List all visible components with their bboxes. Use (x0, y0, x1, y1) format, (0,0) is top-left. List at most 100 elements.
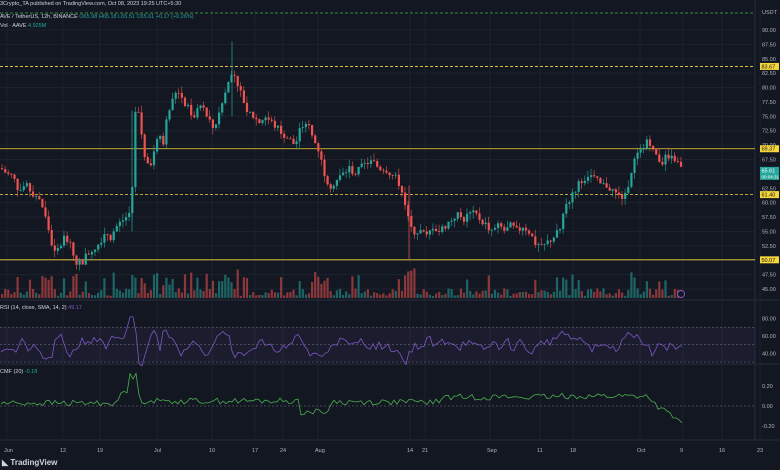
candle-body (112, 231, 115, 241)
volume-bar (400, 290, 404, 298)
candle-body (658, 154, 661, 162)
candle-body (407, 205, 410, 217)
volume-bar (84, 281, 87, 298)
volume-bar (224, 274, 227, 298)
volume-bar (35, 292, 38, 298)
candle-body (47, 216, 50, 231)
candle-body (481, 219, 484, 225)
volume-bar (162, 285, 165, 298)
price-tick-label: 90.00 (762, 28, 776, 34)
candle-body (56, 248, 59, 251)
candle-body (453, 218, 456, 221)
candle-body (388, 172, 391, 176)
volume-bar (658, 281, 661, 298)
candle-body (633, 158, 636, 173)
price-tag-label: 83.67 (762, 64, 776, 70)
volume-bar (56, 295, 59, 298)
cmf-legend[interactable]: CMF (20) -0.18 (0, 369, 37, 375)
volume-bar (292, 289, 295, 298)
candle-body (53, 245, 56, 251)
volume-bar (621, 292, 624, 298)
candle-body (314, 135, 317, 144)
candle-body (214, 124, 218, 128)
candle-body (249, 111, 252, 113)
volume-bar (183, 274, 187, 298)
candle-body (593, 175, 596, 177)
price-tag-label: 61.40 (762, 193, 776, 199)
volume-bar (342, 294, 345, 298)
candle-body (304, 123, 307, 128)
volume-bar (614, 293, 617, 298)
candle-body (221, 103, 224, 113)
time-tick-label: Oct (637, 448, 646, 454)
volume-bar (425, 291, 428, 298)
volume-bar (97, 292, 100, 298)
volume-bar (50, 276, 53, 298)
volume-bar (267, 293, 270, 298)
volume-bar (125, 288, 128, 298)
candle-body (289, 138, 292, 140)
volume-bar (276, 292, 280, 298)
volume-bar (586, 289, 590, 298)
volume-bar (385, 295, 388, 298)
time-tick-label: Jul (154, 448, 161, 454)
volume-bar (218, 281, 221, 298)
volume-bar (469, 290, 472, 298)
candle-body (478, 213, 481, 220)
candle-body (32, 191, 35, 197)
candle-body (438, 230, 441, 232)
candle-body (224, 92, 227, 104)
volume-bar (664, 280, 667, 298)
cmf-tick-label: 0.00 (762, 404, 773, 410)
candle-body (4, 169, 7, 173)
candle-body (376, 161, 379, 167)
candle-body (286, 137, 289, 139)
candle-body (369, 160, 373, 165)
candle-body (168, 110, 171, 120)
candle-body (621, 195, 624, 199)
volume-bar (552, 291, 555, 298)
price-tag (760, 191, 779, 199)
price-axis-currency: USDT (762, 10, 778, 16)
volume-bar (159, 293, 162, 298)
candle-body (41, 199, 44, 208)
volume-bar (534, 279, 537, 298)
volume-series (1, 268, 683, 298)
volume-bar (379, 294, 382, 298)
volume-value: 4.925M (28, 23, 47, 29)
volume-bar (441, 295, 444, 298)
volume-bar (655, 289, 658, 298)
candle-body (466, 213, 469, 222)
volume-bar (53, 289, 56, 298)
volume-bar (193, 290, 196, 298)
volume-bar (44, 277, 47, 298)
candle-body (345, 172, 348, 174)
volume-bar (156, 273, 159, 298)
volume-bar (512, 293, 515, 298)
volume-bar (205, 273, 208, 298)
candle-body (673, 155, 676, 162)
candle-body (16, 178, 19, 191)
volume-bar (13, 292, 16, 298)
candle-body (630, 172, 633, 187)
volume-bar (304, 294, 307, 298)
volume-bar (438, 291, 441, 298)
symbol-name[interactable]: AVE / TetherUS, 12h, BINANCE (0, 14, 78, 20)
candle-body (25, 183, 28, 187)
volume-bar (317, 276, 320, 298)
volume-bar (475, 291, 478, 298)
volume-bar (199, 289, 202, 298)
event-icon[interactable] (677, 290, 685, 298)
candle-body (193, 115, 196, 118)
candle-body (531, 233, 534, 237)
time-tick-label: 17 (252, 448, 258, 454)
time-tick-label: 14 (407, 448, 413, 454)
candle-body (596, 176, 599, 178)
volume-bar (174, 292, 177, 298)
volume-bar (596, 288, 599, 298)
volume-bar (323, 280, 326, 298)
rsi-legend[interactable]: RSI (14, close, SMA, 14, 2) 49.17 (0, 305, 82, 311)
tradingview-logo[interactable]: ◣ TradingView (2, 458, 57, 467)
